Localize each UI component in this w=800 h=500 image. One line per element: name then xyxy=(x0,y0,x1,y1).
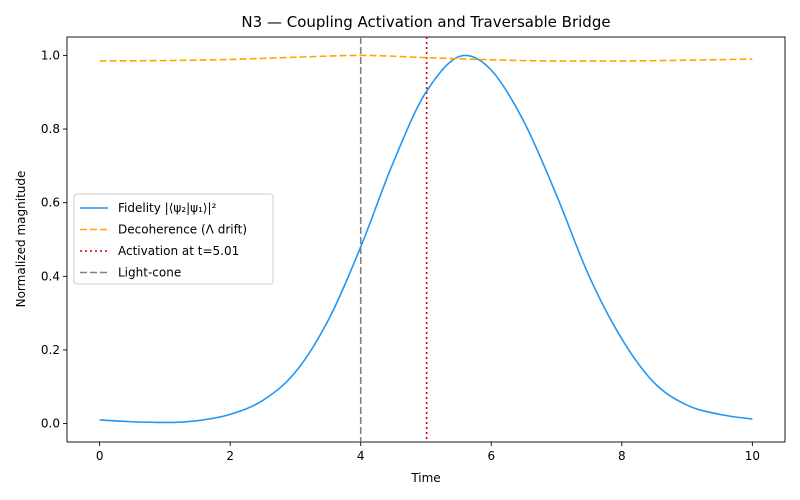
y-tick-label: 0.0 xyxy=(41,417,60,431)
y-tick-label: 0.4 xyxy=(41,269,60,283)
x-tick-label: 8 xyxy=(618,449,626,463)
x-tick-label: 10 xyxy=(745,449,760,463)
legend-label: Fidelity |⟨ψ₂|ψ₁⟩|² xyxy=(118,201,217,215)
x-axis-ticks: 0 2 4 6 8 10 xyxy=(96,442,760,463)
x-axis-label: Time xyxy=(410,471,440,485)
y-tick-label: 0.6 xyxy=(41,196,60,210)
y-tick-label: 0.8 xyxy=(41,122,60,136)
x-tick-label: 4 xyxy=(357,449,365,463)
y-tick-label: 0.2 xyxy=(41,343,60,357)
x-tick-label: 2 xyxy=(226,449,234,463)
plot-area xyxy=(66,36,786,443)
y-axis-ticks: 0.0 0.2 0.4 0.6 0.8 1.0 xyxy=(41,48,67,431)
y-axis-label: Normalized magnitude xyxy=(14,171,28,308)
series-line-decoherence xyxy=(99,54,753,62)
x-tick-label: 0 xyxy=(96,449,104,463)
legend-label: Decoherence (Λ drift) xyxy=(118,223,247,237)
legend-box xyxy=(73,193,274,285)
series-line-fidelity xyxy=(99,54,753,424)
x-tick-label: 6 xyxy=(487,449,495,463)
legend: Fidelity |⟨ψ₂|ψ₁⟩|² Decoherence (Λ drift)… xyxy=(73,193,274,285)
chart-title: N3 — Coupling Activation and Traversable… xyxy=(241,13,610,31)
legend-label: Activation at t=5.01 xyxy=(118,244,239,258)
y-tick-label: 1.0 xyxy=(41,48,60,62)
legend-label: Light-cone xyxy=(118,266,181,280)
